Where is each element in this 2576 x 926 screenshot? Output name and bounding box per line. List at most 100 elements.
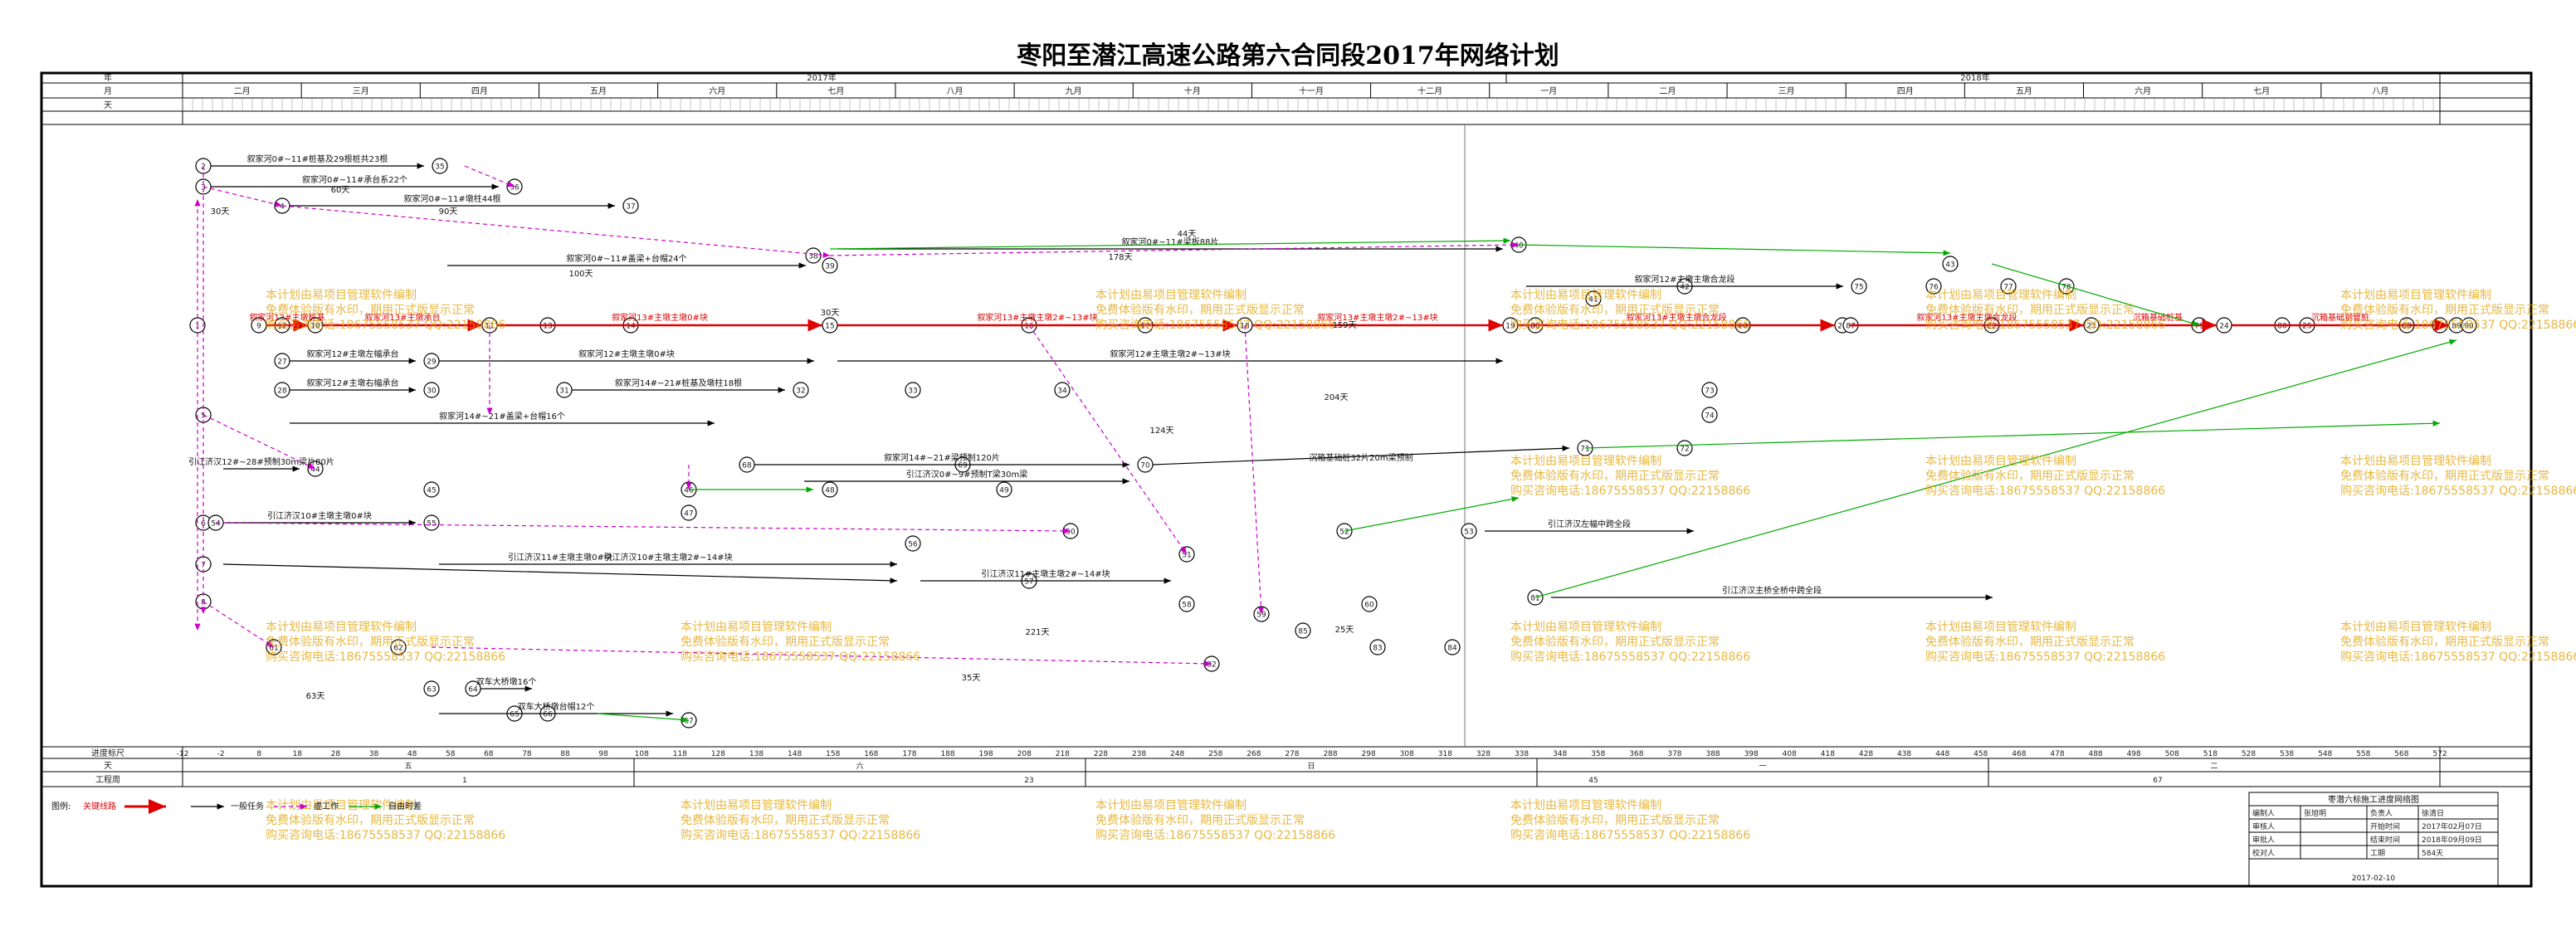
node-number-87: 87 [1846, 323, 1855, 331]
virtual-link [1244, 324, 1265, 615]
node-number-61: 61 [269, 645, 278, 653]
period-row-label: 工程周 [95, 775, 120, 785]
node-number-88: 88 [2402, 323, 2412, 331]
node-number-13: 13 [543, 323, 552, 331]
week-label: 45 [1588, 777, 1598, 785]
node-number-15: 15 [825, 323, 834, 331]
month-label: 二月 [1659, 86, 1676, 96]
node-number-30: 30 [427, 387, 437, 396]
node-circle-85 [1295, 622, 1311, 639]
progress-tick: 338 [1515, 750, 1529, 758]
node-number-42: 42 [1680, 284, 1689, 292]
node-number-17: 17 [1140, 323, 1149, 331]
watermark-line1: 本计划由易项目管理软件编制 [2340, 455, 2491, 468]
watermark-line1: 本计划由易项目管理软件编制 [1925, 621, 2076, 634]
watermark-line2: 免费体验版有水印，期用正式版显示正常 [1095, 304, 1305, 317]
watermark-line2: 免费体验版有水印，期用正式版显示正常 [1510, 636, 1720, 649]
watermark-line1: 本计划由易项目管理软件编制 [1510, 799, 1661, 812]
progress-tick: 138 [749, 750, 764, 758]
progress-tick: 572 [2432, 750, 2447, 758]
node-number-65: 65 [510, 711, 519, 719]
watermark-line2: 免费体验版有水印，期用正式版显示正常 [1095, 814, 1305, 827]
node-number-40: 40 [1514, 242, 1524, 251]
node-circle-62 [390, 639, 407, 656]
progress-tick: 38 [369, 750, 379, 758]
watermark-line2: 免费体验版有水印，期用正式版显示正常 [681, 814, 890, 827]
node-number-16: 16 [1024, 323, 1034, 331]
progress-tick: 48 [407, 750, 417, 758]
activity-label: 叙家河0#~11#墩柱44根 [404, 193, 501, 204]
node-number-73: 73 [1705, 387, 1714, 396]
day-row-label-footer: 天 [104, 762, 112, 771]
duration-label: 30天 [821, 309, 840, 318]
info-cell: 审核人 [2252, 821, 2275, 831]
month-label: 十一月 [1299, 85, 1324, 96]
node-number-19: 19 [1505, 323, 1515, 331]
activity-label: 叙家河0#~11#桩基及29根桩共23根 [247, 154, 388, 164]
node-number-72: 72 [1680, 446, 1689, 454]
progress-tick: 248 [1170, 750, 1184, 758]
node-circle-37 [622, 197, 639, 214]
node-number-45: 45 [427, 487, 436, 495]
free-float-link [1991, 263, 2200, 327]
node-number-76: 76 [1929, 284, 1939, 292]
progress-tick: 318 [1438, 750, 1452, 758]
month-label: 五月 [2016, 86, 2032, 96]
node-number-24: 24 [2219, 323, 2229, 331]
watermark-line2: 免费体验版有水印，期用正式版显示正常 [681, 636, 890, 649]
free-float-link [1344, 496, 1520, 532]
progress-tick: 428 [1859, 750, 1873, 758]
progress-tick: 308 [1400, 750, 1414, 758]
watermark-line1: 本计划由易项目管理软件编制 [1925, 289, 2076, 302]
watermark-line1: 本计划由易项目管理软件编制 [1510, 289, 1661, 302]
node-circle-90 [2461, 317, 2477, 334]
progress-tick: 208 [1017, 750, 1032, 758]
progress-tick: 298 [1362, 750, 1376, 758]
node-circle-72 [1676, 440, 1693, 456]
node-circle-49 [996, 481, 1012, 498]
progress-tick: 28 [331, 750, 341, 758]
progress-tick: 328 [1476, 750, 1490, 758]
page-title: 枣阳至潜江高速公路第六合同段2017年网络计划 [1017, 41, 1559, 71]
progress-tick: 508 [2165, 750, 2179, 758]
watermark-line3: 购买咨询电话:18675558537 QQ:22158866 [266, 651, 505, 664]
weekday-label: 六 [856, 761, 863, 771]
activity-label: 叙家河12#主墩左幅承台 [306, 348, 398, 359]
node-number-6: 6 [201, 520, 206, 529]
node-circle-77 [2000, 278, 2017, 295]
node-number-77: 77 [2003, 284, 2013, 292]
node-number-79: 79 [2194, 323, 2204, 331]
watermark-line2: 免费体验版有水印，期用正式版显示正常 [1925, 636, 2134, 649]
legend-normal-label: 一般任务 [231, 801, 264, 811]
node-number-54: 54 [211, 520, 221, 529]
critical-activity-label: 叙家河13#主墩承台 [364, 312, 440, 323]
node-number-84: 84 [1447, 645, 1457, 653]
activity-arrow [222, 563, 898, 584]
node-number-21: 21 [1837, 323, 1847, 331]
watermark-line1: 本计划由易项目管理软件编制 [681, 621, 832, 634]
node-circle-32 [793, 382, 809, 398]
watermark-line3: 购买咨询电话:18675558537 QQ:22158866 [2340, 651, 2576, 664]
node-number-64: 64 [468, 686, 478, 694]
progress-tick: 8 [256, 750, 261, 758]
node-number-49: 49 [999, 487, 1009, 495]
progress-tick: 518 [2203, 750, 2217, 758]
legend-label: 图例: [51, 801, 71, 811]
info-cell: 编制人 [2252, 808, 2275, 818]
node-number-37: 37 [626, 203, 635, 212]
watermark-line3: 购买咨询电话:18675558537 QQ:22158866 [2340, 319, 2576, 332]
duration-label: 100天 [568, 270, 593, 279]
node-circle-30 [423, 382, 440, 398]
watermark-line3: 购买咨询电话:18675558537 QQ:22158866 [681, 829, 920, 842]
info-cell: 结束时间 [2370, 835, 2400, 845]
watermark-line3: 购买咨询电话:18675558537 QQ:22158866 [2340, 485, 2576, 498]
month-label: 二月 [234, 86, 251, 96]
progress-tick: 358 [1591, 750, 1605, 758]
node-number-14: 14 [626, 323, 636, 331]
virtual-link [431, 646, 1212, 667]
activity-label: 引江济汉10#主墩主墩0#块 [267, 510, 372, 521]
progress-tick: 408 [1783, 750, 1797, 758]
node-number-43: 43 [1945, 261, 1954, 270]
duration-label: 221天 [1025, 628, 1049, 637]
node-circle-39 [822, 257, 838, 274]
